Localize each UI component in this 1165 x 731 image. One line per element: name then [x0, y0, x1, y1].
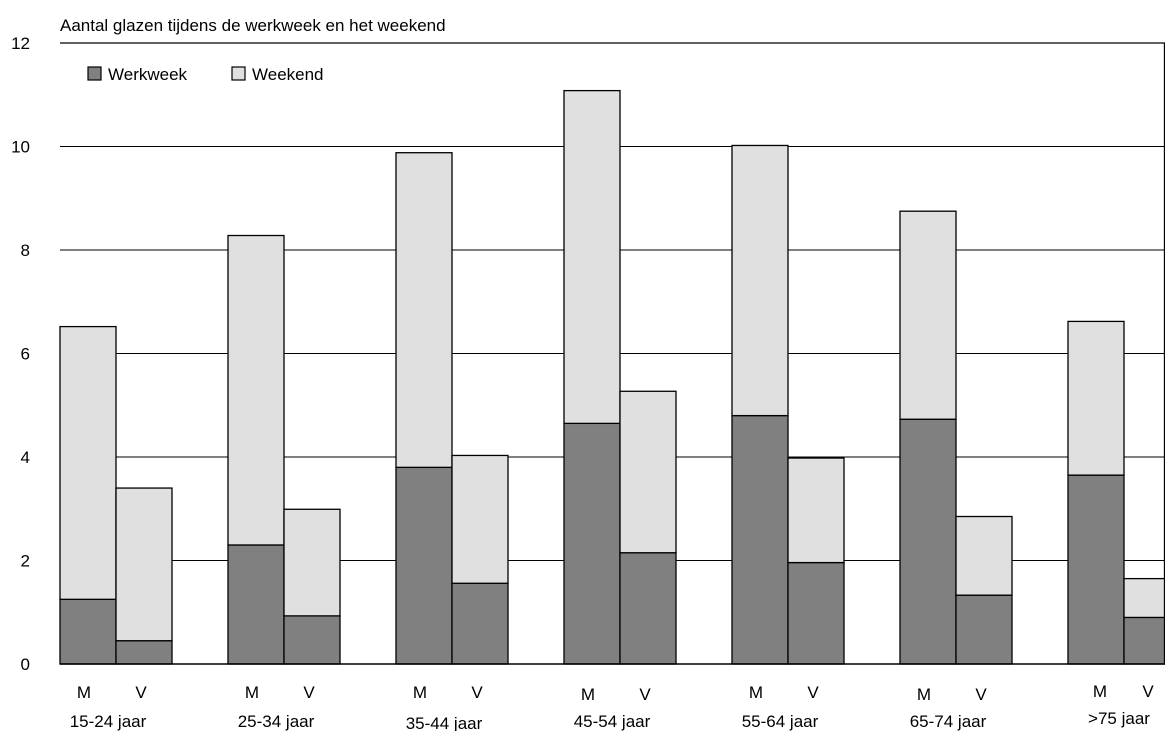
x-sub-label: V [303, 683, 315, 702]
x-group-label: 15-24 jaar [70, 712, 147, 731]
bar-weekend-v [115, 487, 173, 642]
bar-weekend-v [451, 454, 509, 584]
bar-werkweek-m [59, 598, 117, 665]
x-sub-label: V [135, 683, 147, 702]
x-group-label: 65-74 jaar [910, 712, 987, 731]
bar-weekend-v [283, 508, 341, 617]
x-sub-label: V [639, 685, 651, 704]
bar-werkweek-m [395, 466, 453, 665]
legend-swatch-werkweek [87, 66, 102, 81]
bar-werkweek-v [1123, 616, 1165, 665]
bar-weekend-v [1123, 577, 1165, 619]
x-group-label: 35-44 jaar [406, 714, 483, 731]
bar-werkweek-m [1067, 474, 1125, 665]
y-axis-ticks: 0 2 4 6 8 10 12 [11, 34, 30, 674]
x-group-label: 45-54 jaar [574, 712, 651, 731]
x-axis-labels: M V 15-24 jaar M V 25-34 jaar M V 35-44 jaar M V 45… [70, 682, 1155, 731]
bar-werkweek-v [451, 582, 509, 665]
bar-werkweek-m [899, 418, 957, 665]
bar-weekend-m [227, 234, 285, 546]
bar-werkweek-m [563, 422, 621, 665]
x-sub-label: V [807, 683, 819, 702]
y-tick-label: 2 [21, 552, 30, 571]
x-sub-label: M [413, 683, 427, 702]
bar-weekend-v [955, 515, 1013, 596]
y-tick-label: 6 [21, 345, 30, 364]
x-sub-label: M [77, 683, 91, 702]
bar-werkweek-v [787, 561, 845, 665]
x-group-label: 25-34 jaar [238, 712, 315, 731]
bar-werkweek-m [731, 414, 789, 665]
x-group-label: 55-64 jaar [742, 712, 819, 731]
y-tick-label: 0 [21, 655, 30, 674]
x-group-label: >75 jaar [1088, 709, 1150, 728]
bar-weekend-v [787, 457, 845, 564]
y-tick-label: 12 [11, 34, 30, 53]
bar-weekend-m [899, 210, 957, 420]
bar-weekend-m [395, 152, 453, 469]
y-tick-label: 8 [21, 241, 30, 260]
bar-weekend-m [731, 144, 789, 417]
legend-swatch-weekend [231, 66, 246, 81]
x-sub-label: V [1142, 682, 1154, 701]
bar-werkweek-m [227, 544, 285, 665]
bar-weekend-m [1067, 320, 1125, 476]
x-sub-label: M [749, 683, 763, 702]
y-tick-label: 4 [21, 448, 30, 467]
bar-weekend-v [619, 390, 677, 554]
y-tick-label: 10 [11, 138, 30, 157]
bars [59, 89, 1165, 665]
bar-weekend-m [563, 89, 621, 425]
x-sub-label: M [1093, 682, 1107, 701]
x-sub-label: V [471, 683, 483, 702]
legend: Werkweek Weekend [87, 65, 324, 84]
x-sub-label: M [581, 685, 595, 704]
bar-werkweek-v [283, 615, 341, 665]
x-sub-label: V [975, 685, 987, 704]
legend-label-werkweek: Werkweek [108, 65, 188, 84]
x-sub-label: M [245, 683, 259, 702]
bar-weekend-m [59, 325, 117, 600]
x-sub-label: M [917, 685, 931, 704]
chart-title: Aantal glazen tijdens de werkweek en het… [60, 16, 446, 35]
bar-werkweek-v [619, 552, 677, 665]
bar-werkweek-v [955, 594, 1013, 665]
bar-werkweek-v [115, 640, 173, 665]
legend-label-weekend: Weekend [252, 65, 324, 84]
